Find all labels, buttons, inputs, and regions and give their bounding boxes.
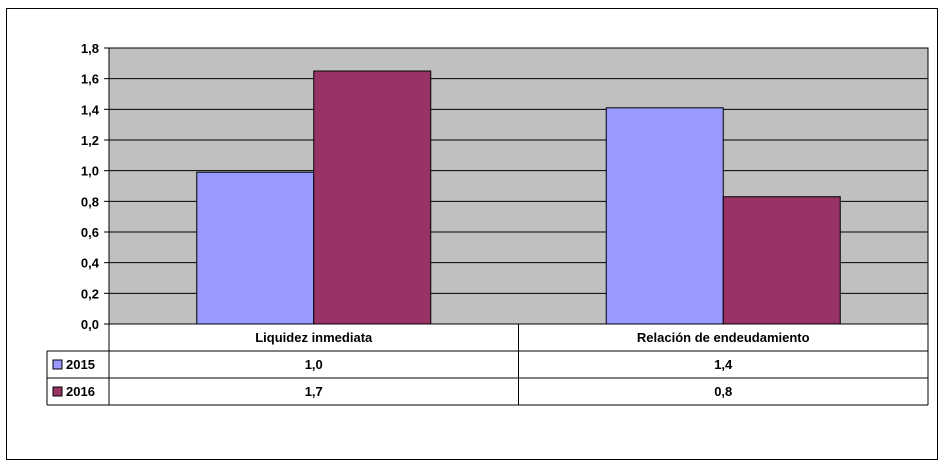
y-tick-label: 1,0 xyxy=(81,164,99,179)
y-tick-label: 0,2 xyxy=(81,286,99,301)
category-label: Relación de endeudamiento xyxy=(637,330,810,345)
y-tick-label: 0,6 xyxy=(81,225,99,240)
y-tick-label: 1,4 xyxy=(81,102,100,117)
table-value: 1,4 xyxy=(714,357,733,372)
y-tick-label: 0,0 xyxy=(81,317,99,332)
y-tick-label: 0,4 xyxy=(81,256,100,271)
legend-swatch-2015 xyxy=(52,359,63,370)
y-tick-label: 1,8 xyxy=(81,41,99,56)
category-label: Liquidez inmediata xyxy=(255,330,373,345)
bar-2016-0 xyxy=(313,70,432,325)
y-tick-label: 0,8 xyxy=(81,194,99,209)
bar-2016-1 xyxy=(722,196,841,325)
legend-swatch-2016 xyxy=(52,386,63,397)
legend-label-2015: 2015 xyxy=(66,357,95,372)
table-value: 1,0 xyxy=(305,357,323,372)
legend-label-2016: 2016 xyxy=(66,384,95,399)
table-value: 0,8 xyxy=(714,384,732,399)
bar-2015-1 xyxy=(605,107,724,325)
y-tick-label: 1,6 xyxy=(81,72,99,87)
table-value: 1,7 xyxy=(305,384,323,399)
bar-2015-0 xyxy=(196,171,315,325)
y-tick-label: 1,2 xyxy=(81,133,99,148)
